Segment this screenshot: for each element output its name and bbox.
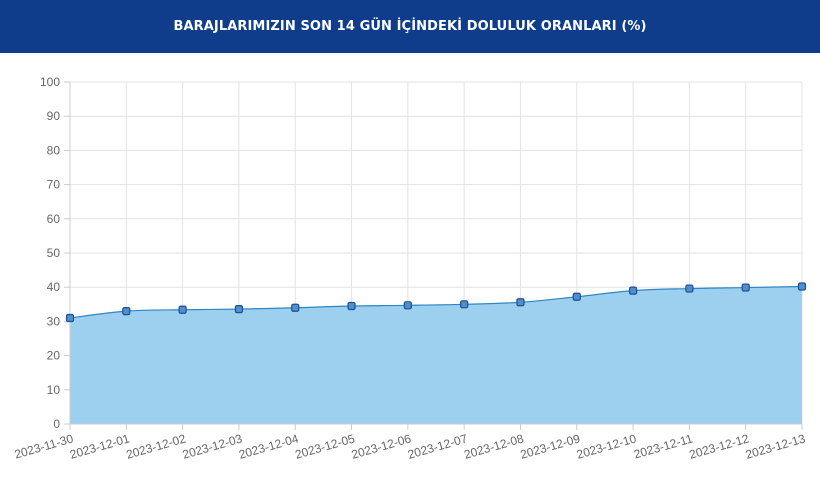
y-tick-label: 80 [47,143,61,157]
chart-area: 0 10 20 30 40 50 60 70 80 90 100 2023-11-30 2023-12-… [0,53,820,484]
y-tick-label: 70 [47,178,61,192]
x-tick-label: 2023-12-01 [68,431,131,461]
series-area [69,285,803,424]
series-line [69,285,803,319]
x-tick-label: 2023-11-30 [13,431,75,461]
data-point[interactable] [628,286,638,295]
x-tick-label: 2023-12-11 [632,431,694,461]
series-area-fill [70,286,802,424]
y-tick-label: 40 [47,280,61,294]
data-point[interactable] [797,282,807,291]
data-point[interactable] [234,304,244,314]
x-tick-label: 2023-12-02 [125,431,188,461]
x-tick-label: 2023-12-07 [406,431,469,461]
x-tick-label: 2023-12-03 [181,431,244,461]
chart-header: BARAJLARIMIZIN SON 14 GÜN İÇİNDEKİ DOLUL… [0,0,820,53]
y-tick-label: 100 [40,75,60,89]
data-point[interactable] [685,284,694,293]
dam-fill-area-chart: 01020304050607080901002023-11-302023-12-… [13,75,807,462]
data-point[interactable] [347,301,356,311]
data-point[interactable] [572,292,581,301]
y-tick-label: 10 [47,383,61,397]
x-tick-label: 2023-12-04 [237,431,300,461]
data-point[interactable] [460,300,469,309]
chart-title: BARAJLARIMIZIN SON 14 GÜN İÇİNDEKİ DOLUL… [173,19,647,34]
y-tick-label: 60 [47,212,61,226]
y-tick-label: 30 [47,314,61,328]
x-tick-label: 2023-12-12 [688,431,751,461]
data-point[interactable] [178,305,187,314]
y-tick-label: 90 [47,109,61,123]
x-tick-label: 2023-12-06 [350,431,413,461]
x-tick-label: 2023-12-13 [744,431,807,461]
data-point[interactable] [741,283,750,292]
data-point[interactable] [403,301,412,310]
data-point[interactable] [291,303,300,312]
data-point[interactable] [65,313,75,323]
series-markers [65,282,807,323]
data-point[interactable] [122,307,131,316]
x-tick-label: 2023-12-09 [519,431,582,461]
y-tick-label: 50 [47,246,61,260]
y-tick-label: 20 [47,349,61,363]
x-tick-label: 2023-12-05 [293,431,356,461]
x-tick-label: 2023-12-10 [575,431,638,461]
y-tick-label: 0 [53,417,60,431]
data-point[interactable] [516,298,525,307]
x-tick-label: 2023-12-08 [462,431,525,461]
